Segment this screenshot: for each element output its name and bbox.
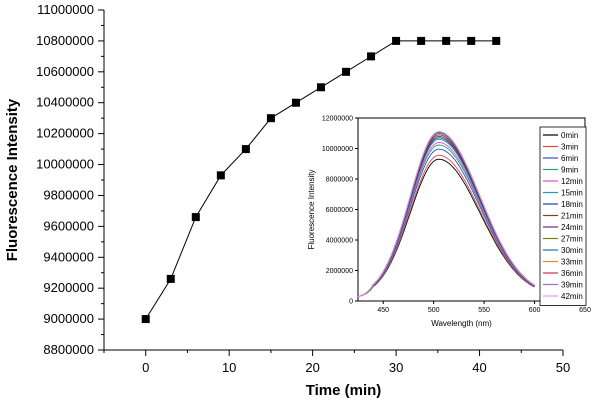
- y-tick-label: 9200000: [43, 280, 94, 295]
- y-tick-label: 11000000: [37, 2, 94, 17]
- legend-label: 9min: [561, 166, 578, 175]
- data-point: [241, 145, 250, 154]
- inset-y-tick-label: 4000000: [326, 238, 353, 245]
- inset-y-tick-label: 6000000: [326, 207, 353, 214]
- x-tick-label: 0: [142, 360, 149, 375]
- y-axis-title: Fluorescence Intensity: [4, 98, 21, 261]
- inset-x-tick-label: 450: [377, 307, 389, 314]
- x-tick-label: 20: [305, 360, 319, 375]
- y-tick-label: 10200000: [36, 126, 94, 141]
- x-tick-label: 50: [556, 360, 570, 375]
- legend-label: 36min: [561, 269, 583, 278]
- y-tick-label: 10600000: [36, 64, 94, 79]
- data-point: [367, 52, 376, 61]
- y-tick-label: 10800000: [36, 33, 94, 48]
- legend-label: 18min: [561, 200, 583, 209]
- legend-label: 30min: [561, 246, 583, 255]
- inset-legend-box: [539, 126, 587, 306]
- y-tick-label: 9600000: [43, 218, 94, 233]
- data-point: [291, 98, 300, 107]
- inset-x-tick-label: 650: [579, 307, 591, 314]
- legend-label: 3min: [561, 143, 578, 152]
- inset-y-axis-title: Fluorescence Intensity: [307, 169, 316, 249]
- legend-label: 24min: [561, 223, 583, 232]
- data-point: [392, 36, 401, 45]
- y-tick-label: 10400000: [36, 95, 94, 110]
- inset-y-tick-label: 10000000: [322, 146, 353, 153]
- legend-label: 27min: [561, 235, 583, 244]
- data-point: [166, 274, 175, 283]
- legend-label: 21min: [561, 212, 583, 221]
- x-axis-title: Time (min): [306, 382, 382, 399]
- x-tick-label: 40: [472, 360, 486, 375]
- legend-label: 15min: [561, 189, 583, 198]
- inset-y-tick-label: 2000000: [326, 268, 353, 275]
- legend-label: 39min: [561, 281, 583, 290]
- data-point: [467, 36, 476, 45]
- data-point: [492, 36, 501, 45]
- y-tick-label: 9800000: [43, 187, 94, 202]
- y-tick-label: 9400000: [43, 249, 94, 264]
- main-chart: 8800000 9000000 9200000 9400000 9600000 98000…: [4, 2, 570, 399]
- x-tick-label: 10: [222, 360, 236, 375]
- inset-y-tick-label: 0: [349, 299, 353, 306]
- y-tick-label: 8800000: [43, 342, 94, 357]
- data-point: [216, 171, 225, 180]
- data-point: [342, 67, 351, 76]
- legend-label: 0min: [561, 131, 578, 140]
- y-tick-label: 10000000: [36, 157, 94, 172]
- data-point: [266, 114, 275, 123]
- legend-label: 33min: [561, 258, 583, 267]
- inset-x-axis-title: Wavelength (nm): [431, 319, 492, 328]
- data-point: [141, 315, 150, 324]
- inset-x-tick-label: 550: [478, 307, 490, 314]
- data-point: [316, 83, 325, 92]
- x-tick-label: 30: [389, 360, 403, 375]
- legend-label: 42min: [561, 292, 583, 301]
- inset-chart: 0 2000000 4000000 6000000 8000000 10000000 120…: [307, 116, 591, 329]
- spectrum-line: [357, 154, 535, 297]
- data-point: [417, 36, 426, 45]
- spectrum-line: [357, 131, 535, 297]
- inset-y-tick-label: 8000000: [326, 177, 353, 184]
- legend-label: 6min: [561, 154, 578, 163]
- legend-label: 12min: [561, 177, 583, 186]
- data-point: [442, 36, 451, 45]
- inset-y-tick-label: 12000000: [322, 116, 353, 123]
- data-point: [191, 213, 200, 222]
- inset-x-tick-label: 600: [529, 307, 541, 314]
- inset-x-tick-label: 500: [428, 307, 440, 314]
- y-tick-label: 9000000: [43, 311, 94, 326]
